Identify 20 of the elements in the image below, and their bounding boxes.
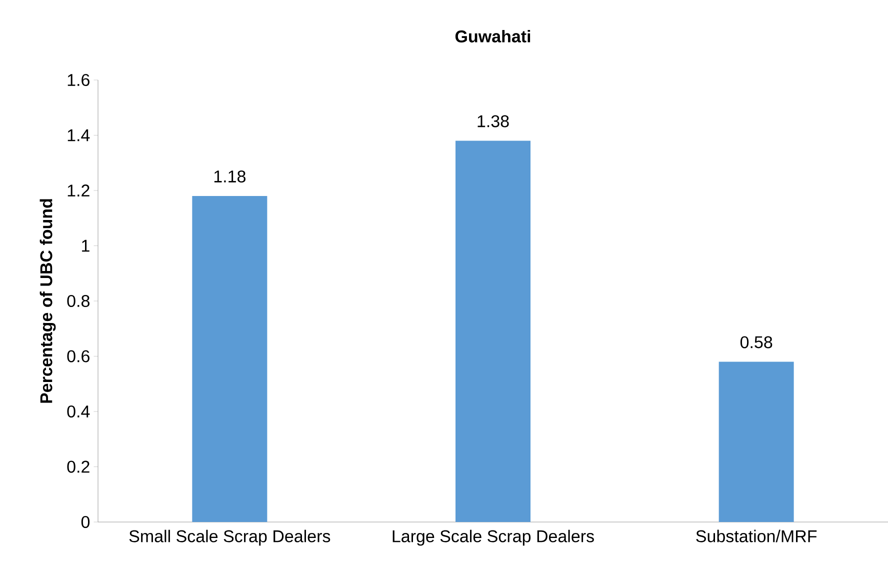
x-tick-label: Large Scale Scrap Dealers <box>392 530 594 546</box>
y-tick-label: 0.4 <box>67 405 90 418</box>
y-tick-label: 0.8 <box>67 294 90 308</box>
chart-title: Guwahati <box>455 30 530 42</box>
bar <box>718 362 794 522</box>
y-tick-label: 1.6 <box>68 74 90 86</box>
y-axis-title: Percentage of UBC found <box>40 199 56 403</box>
bar <box>192 196 268 522</box>
bar <box>456 140 531 522</box>
data-label: 0.58 <box>740 336 772 348</box>
y-tick-label: 0 <box>81 516 90 528</box>
y-tick-label: 0.2 <box>67 460 90 473</box>
y-tick-label: 0.6 <box>67 350 90 362</box>
y-tick-label: 1.2 <box>68 184 90 196</box>
data-label: 1.18 <box>214 170 246 182</box>
y-tick-label: 1 <box>82 240 90 252</box>
x-tick-label: Substation/MRF <box>696 530 817 542</box>
x-tick-label: Small Scale Scrap Dealers <box>129 530 330 546</box>
data-label: 1.38 <box>478 115 509 128</box>
y-tick-label: 1.4 <box>68 129 90 142</box>
